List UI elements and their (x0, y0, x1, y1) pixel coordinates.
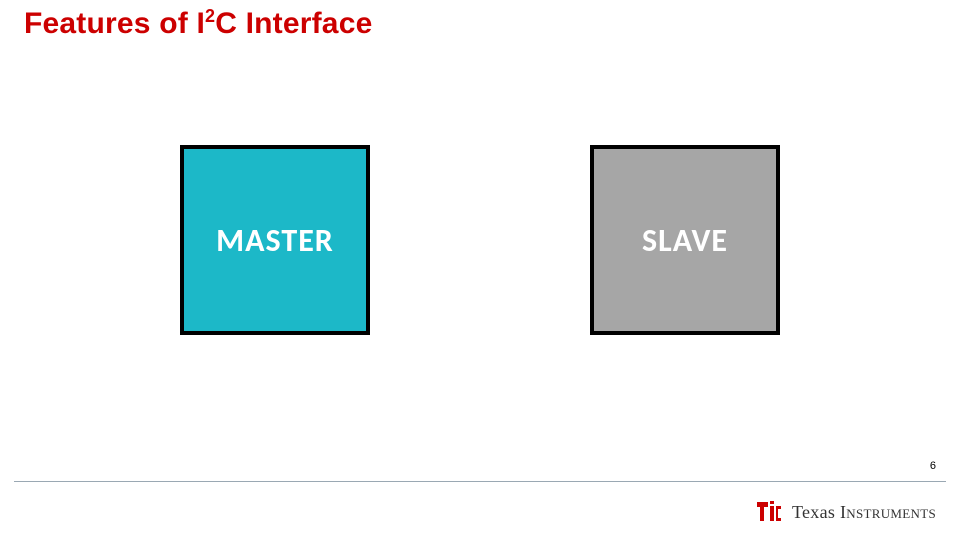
ti-logo-icon (754, 498, 784, 526)
slide: Features of I2C Interface MASTER SLAVE 6 (0, 0, 960, 540)
title-sup: 2 (205, 6, 215, 26)
slave-node: SLAVE (590, 145, 780, 335)
slave-label: SLAVE (642, 221, 728, 260)
ti-logo-text: Texas Instruments (792, 502, 936, 523)
title-pre: Features of I (24, 7, 205, 40)
page-number: 6 (930, 460, 936, 472)
slide-title: Features of I2C Interface (24, 6, 372, 41)
title-post: C Interface (215, 7, 372, 40)
diagram-area: MASTER SLAVE (0, 145, 960, 335)
ti-logo-text-2: Instruments (840, 502, 936, 522)
footer-divider (14, 481, 946, 482)
ti-logo: Texas Instruments (754, 498, 936, 526)
master-node: MASTER (180, 145, 370, 335)
master-label: MASTER (216, 221, 334, 260)
ti-logo-text-1: Texas (792, 502, 840, 522)
